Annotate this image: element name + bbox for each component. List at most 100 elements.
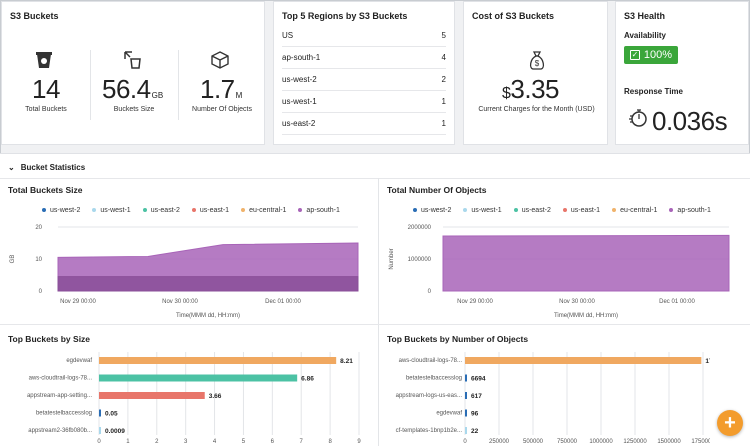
x-tick-label: 750000 <box>557 439 578 445</box>
legend-dot <box>241 208 246 213</box>
legend-label: us-west-2 <box>50 207 81 214</box>
region-row: ap-south-1 4 <box>282 47 446 69</box>
legend-dot <box>142 208 147 213</box>
legend-item[interactable]: us-west-1 <box>463 207 502 214</box>
divider <box>90 50 91 120</box>
y-axis-label: GB <box>10 255 16 264</box>
legend-item[interactable]: us-west-2 <box>413 207 451 214</box>
total-buckets-value: 14 <box>32 74 60 104</box>
legend-label: eu-central-1 <box>249 207 287 214</box>
legend-item[interactable]: us-west-1 <box>92 207 131 214</box>
legend-item[interactable]: ap-south-1 <box>298 207 340 214</box>
bar <box>99 357 337 364</box>
area-series-eu-central-1 <box>57 276 359 292</box>
legend-dot <box>612 208 617 213</box>
cost-label: Current Charges for the Month (USD) <box>478 106 595 113</box>
region-name: us-east-2 <box>282 119 316 128</box>
x-tick-label: 1 <box>126 439 130 445</box>
chart-title-top-size: Top Buckets by Size <box>8 334 91 344</box>
region-count: 1 <box>441 119 446 128</box>
region-count: 2 <box>441 75 446 84</box>
bar <box>99 392 205 399</box>
legend-item[interactable]: ap-south-1 <box>669 207 711 214</box>
legend-label: us-east-1 <box>570 207 601 214</box>
legend-item[interactable]: us-west-2 <box>42 207 80 214</box>
card-title: Cost of S3 Buckets <box>472 11 555 21</box>
total-buckets-label: Total Buckets <box>25 106 67 113</box>
chart-title-top-objects: Top Buckets by Number of Objects <box>387 334 529 344</box>
add-widget-button[interactable]: + <box>717 410 743 436</box>
legend-label: us-west-1 <box>471 207 502 214</box>
bucket-statistics-section: ⌄ Bucket Statistics Total Buckets Size T… <box>0 153 750 446</box>
currency-symbol: $ <box>502 85 511 102</box>
bar-category-label: appstream-app-setting... <box>27 393 92 399</box>
health-card: S3 Health Availability Response Time 0.0… <box>615 1 749 145</box>
bar <box>465 427 467 434</box>
bar-category-label: cf-templates-1bnp1b2e... <box>396 428 463 434</box>
cube-icon <box>211 51 229 69</box>
buckets-size-unit: GB <box>151 91 164 100</box>
x-tick-label: 500000 <box>523 439 544 445</box>
bar-category-label: betatestelbaccesslog <box>406 376 462 382</box>
y-tick-label: 0 <box>39 289 43 295</box>
chevron-down-icon[interactable]: ⌄ <box>8 163 15 172</box>
x-tick-label: Dec 01 00:00 <box>265 299 301 305</box>
region-row: us-west-2 2 <box>282 69 446 91</box>
section-header[interactable]: ⌄ Bucket Statistics <box>8 163 85 172</box>
region-name: us-west-2 <box>282 75 317 84</box>
bar <box>99 374 298 382</box>
chart-title-buckets-size: Total Buckets Size <box>8 185 83 195</box>
response-time-value: 0.036s <box>652 106 728 136</box>
legend-item[interactable]: us-east-1 <box>191 207 229 214</box>
divider <box>178 50 179 120</box>
y-tick-label: 20 <box>35 225 42 231</box>
x-tick-label: 9 <box>357 439 361 445</box>
check-icon: ✓ <box>629 50 640 60</box>
bar-value-label: 96 <box>471 411 479 418</box>
bar <box>99 409 101 417</box>
resize-bucket-icon <box>124 51 141 69</box>
legend-item[interactable]: us-east-2 <box>513 207 551 214</box>
x-tick-label: 1000000 <box>589 439 613 445</box>
x-tick-label: Nov 29 00:00 <box>457 299 493 305</box>
x-tick-label: Nov 29 00:00 <box>60 299 96 305</box>
s3-buckets-card: S3 Buckets 14 Total Buckets 56.4GB Bucke… <box>1 1 265 145</box>
x-tick-label: Dec 01 00:00 <box>659 299 695 305</box>
area-series-ap-south-1 <box>442 234 730 292</box>
response-time-label: Response Time <box>624 87 683 96</box>
legend-item[interactable]: us-east-1 <box>562 207 601 214</box>
x-tick-label: 1750000 <box>691 439 710 445</box>
objects-unit: M <box>235 91 243 100</box>
objects-value: 1.7M <box>200 74 242 105</box>
cost-card: Cost of S3 Buckets $ $3.35 Current Charg… <box>463 1 608 145</box>
legend-label: us-west-1 <box>100 207 131 214</box>
x-tick-label: 5 <box>242 439 246 445</box>
top-regions-card: Top 5 Regions by S3 Buckets US 5 ap-south-… <box>273 1 455 145</box>
region-count: 4 <box>441 53 446 62</box>
bar-value-label: 0.05 <box>105 411 118 418</box>
bar <box>465 357 702 364</box>
legend-item[interactable]: eu-central-1 <box>612 207 657 214</box>
bar-category-label: aws-cloudtrail-logs-78... <box>29 376 93 382</box>
divider <box>378 178 379 446</box>
legend-dot <box>42 208 46 213</box>
card-title: S3 Buckets <box>10 11 59 21</box>
bar <box>465 392 467 399</box>
x-tick-label: 250000 <box>489 439 510 445</box>
x-axis-label: Time(MMM dd, HH:mm) <box>554 313 618 319</box>
x-tick-label: 3 <box>184 439 188 445</box>
legend-item[interactable]: eu-central-1 <box>241 207 286 214</box>
buckets-size-chart: 0 10 20 Nov 29 00:00 Nov 30 00:00 Dec 01 00:0… <box>10 225 359 319</box>
bar-category-label: aws-cloudtrail-logs-78... <box>399 358 463 364</box>
bar-value-label: 8.21 <box>340 358 353 365</box>
legend-item[interactable]: us-east-2 <box>142 207 180 214</box>
bar-category-label: appstream2-36fb080b... <box>28 428 92 434</box>
legend-dot <box>92 208 97 213</box>
region-row: us-west-1 1 <box>282 91 446 113</box>
bar <box>465 374 467 382</box>
region-name: ap-south-1 <box>282 53 321 62</box>
bar-value-label: 22 <box>471 428 479 435</box>
objects-label: Number Of Objects <box>192 106 252 113</box>
chart-legend: us-west-2 us-west-1 us-east-2 us-east-1 eu-c… <box>413 207 711 214</box>
x-tick-label: 4 <box>213 439 217 445</box>
